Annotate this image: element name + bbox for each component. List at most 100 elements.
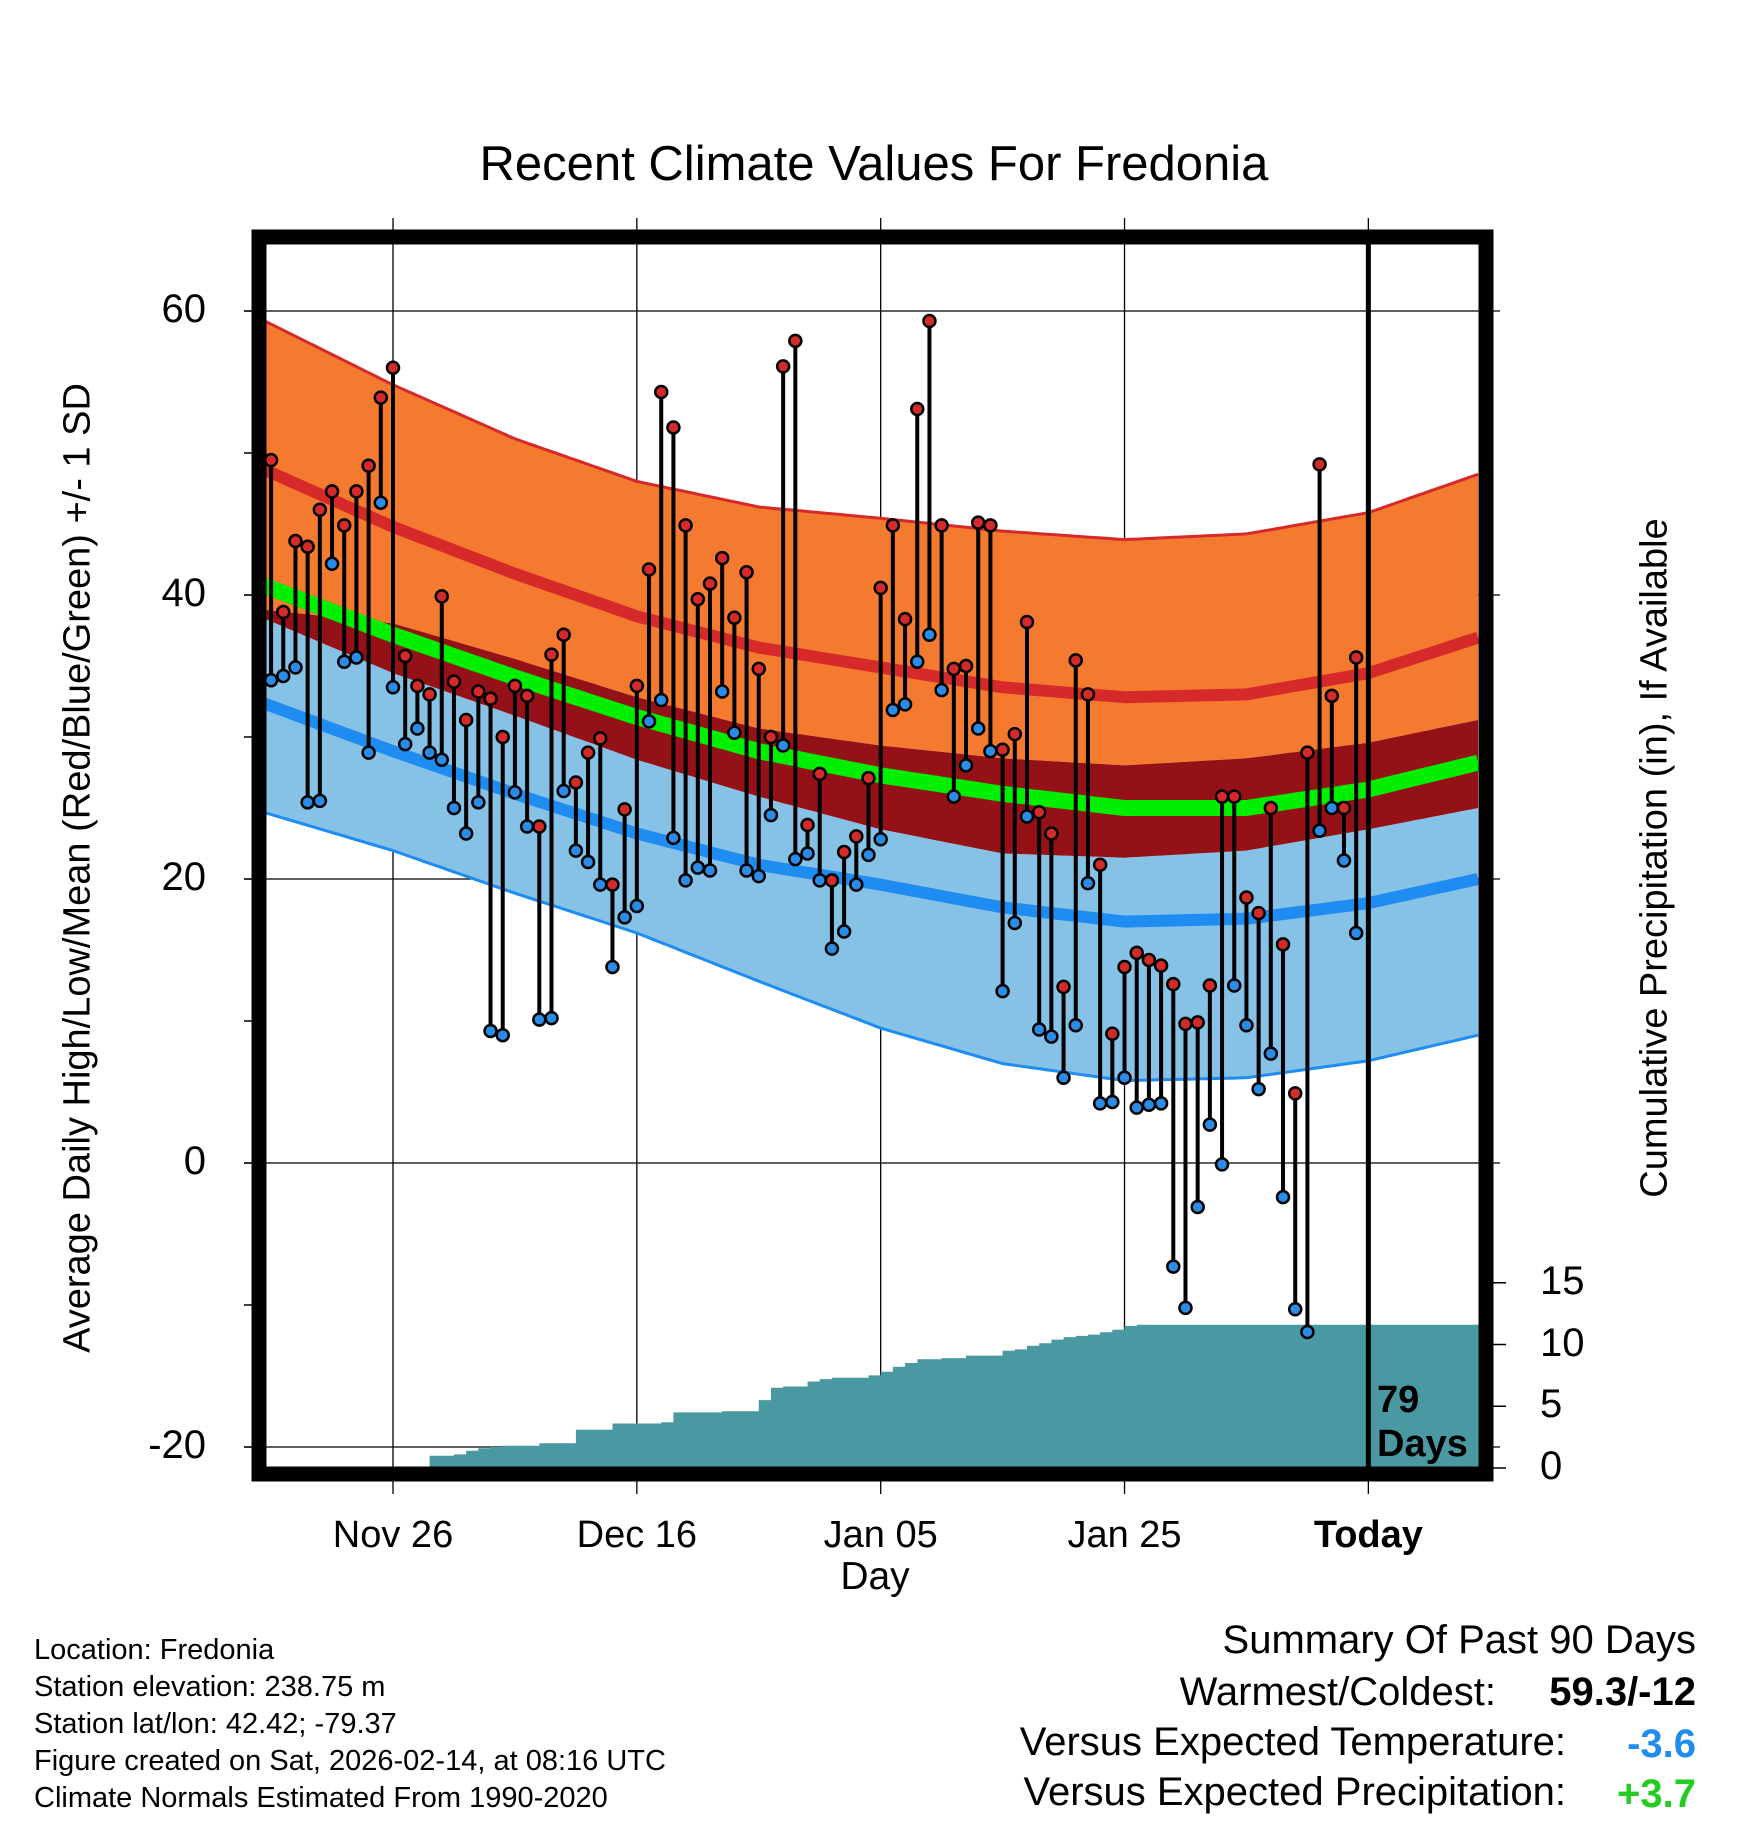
- high-mean-line: [266, 463, 1479, 704]
- high-temp-point: [922, 313, 937, 329]
- low-temp-point: [373, 495, 389, 510]
- meta-elevation: Station elevation: 238.75 m: [34, 1671, 386, 1703]
- low-temp-point: [1166, 1259, 1181, 1274]
- low-temp-point: [751, 868, 767, 884]
- high-temp-point: [266, 452, 279, 468]
- low-temp-point: [897, 697, 913, 712]
- high-temp-point: [336, 518, 352, 533]
- high-temp-point: [1080, 687, 1096, 702]
- summary-warmest-coldest-label: Warmest/Coldest:: [1179, 1670, 1496, 1714]
- low-temp-point: [1141, 1097, 1157, 1113]
- low-temp-point: [983, 743, 998, 759]
- low-temp-point: [1287, 1302, 1303, 1317]
- low-temp-point: [349, 650, 364, 665]
- low-temp-point: [861, 847, 876, 863]
- high-normal-band: [266, 321, 1479, 766]
- low-temp-point: [483, 1023, 498, 1039]
- summary-temp-value: -3.6: [1627, 1722, 1696, 1766]
- low-temp-point: [1092, 1096, 1108, 1111]
- high-temp-point: [897, 611, 913, 627]
- low-temp-point: [690, 860, 706, 875]
- low-temp-point: [1348, 925, 1364, 941]
- low-temp-point: [910, 654, 925, 669]
- low-temp-point: [397, 736, 413, 752]
- low-temp-point: [544, 1010, 559, 1026]
- high-temp-point: [1202, 978, 1218, 993]
- low-temp-point: [775, 738, 791, 753]
- high-temp-point: [495, 729, 510, 745]
- high-temp-point: [653, 384, 669, 400]
- cumulative-precip-area: [429, 1324, 1479, 1467]
- low-temp-point: [958, 758, 974, 773]
- high-temp-point: [361, 458, 376, 474]
- high-temp-point: [714, 550, 730, 566]
- high-temp-point: [410, 678, 425, 694]
- high-temp-point: [910, 401, 925, 417]
- low-temp-point: [300, 795, 315, 810]
- low-temp-point: [336, 654, 352, 669]
- low-temp-point: [1007, 915, 1023, 931]
- y2-tick-label: 15: [1540, 1258, 1585, 1303]
- high-temp-point: [605, 877, 620, 892]
- high-temp-point: [1007, 726, 1023, 742]
- high-temp-point: [958, 658, 974, 674]
- high-temp-point: [788, 333, 803, 349]
- high-temp-point: [288, 533, 303, 549]
- low-temp-point: [1117, 1070, 1132, 1086]
- low-temp-point: [885, 702, 901, 718]
- high-temp-point: [727, 610, 742, 625]
- low-temp-point: [995, 983, 1010, 999]
- high-temp-point: [385, 360, 401, 376]
- meta-created: Figure created on Sat, 2026-02-14, at 08…: [34, 1745, 666, 1777]
- high-temp-point: [751, 661, 767, 677]
- low-temp-point: [276, 668, 291, 684]
- high-temp-point: [970, 515, 986, 530]
- low-temp-point: [824, 941, 840, 956]
- high-temp-point: [1348, 650, 1364, 665]
- low-temp-point: [1226, 978, 1242, 993]
- high-temp-point: [471, 684, 486, 699]
- high-temp-point: [324, 484, 340, 499]
- low-temp-point: [458, 826, 474, 841]
- x-tick-label: Nov 26: [332, 1514, 454, 1556]
- precipitation-area: [429, 1324, 1479, 1467]
- high-temp-point: [568, 775, 584, 790]
- high-temp-point: [532, 819, 547, 834]
- low-temp-point: [617, 910, 632, 925]
- y2-tick-label: 0: [1540, 1444, 1563, 1488]
- low-temp-point: [361, 745, 376, 760]
- high-temp-point: [885, 518, 901, 533]
- high-temp-point: [629, 678, 645, 694]
- low-temp-point: [434, 752, 450, 767]
- low-temp-point: [934, 682, 949, 698]
- low-temp-point: [288, 660, 303, 675]
- high-temp-point: [276, 604, 291, 620]
- mean-normal-band: [266, 609, 1479, 858]
- high-temp-point: [422, 687, 437, 702]
- daily-temperature-series: [266, 313, 1364, 1340]
- high-temp-point: [1105, 1026, 1120, 1042]
- summary-warmest-coldest-value: 59.3/-12: [1549, 1670, 1696, 1714]
- low-temp-point: [727, 725, 742, 740]
- low-temp-point: [739, 863, 754, 878]
- low-temp-point: [580, 854, 596, 870]
- summary-precip-value: +3.7: [1617, 1772, 1696, 1816]
- high-temp-point: [861, 770, 876, 786]
- low-temp-point: [422, 745, 437, 760]
- high-temp-point: [995, 742, 1010, 758]
- low-temp-point: [788, 851, 803, 867]
- high-temp-point: [1129, 945, 1144, 961]
- high-temp-point: [1019, 614, 1035, 630]
- low-temp-point: [812, 873, 827, 888]
- summary-title: Summary Of Past 90 Days: [1222, 1618, 1696, 1662]
- high-temp-point: [556, 627, 571, 643]
- x-tick-label: Dec 16: [576, 1514, 698, 1556]
- y2-axis-label: Cumulative Precipitation (in), If Availa…: [1633, 518, 1676, 1198]
- low-temp-point: [1080, 876, 1096, 891]
- low-temp-point: [593, 877, 608, 892]
- low-temp-point: [410, 721, 425, 736]
- high-temp-point: [544, 647, 559, 662]
- low-temp-point: [471, 795, 486, 810]
- low-temp-point: [532, 1012, 547, 1027]
- high-temp-point: [666, 420, 681, 435]
